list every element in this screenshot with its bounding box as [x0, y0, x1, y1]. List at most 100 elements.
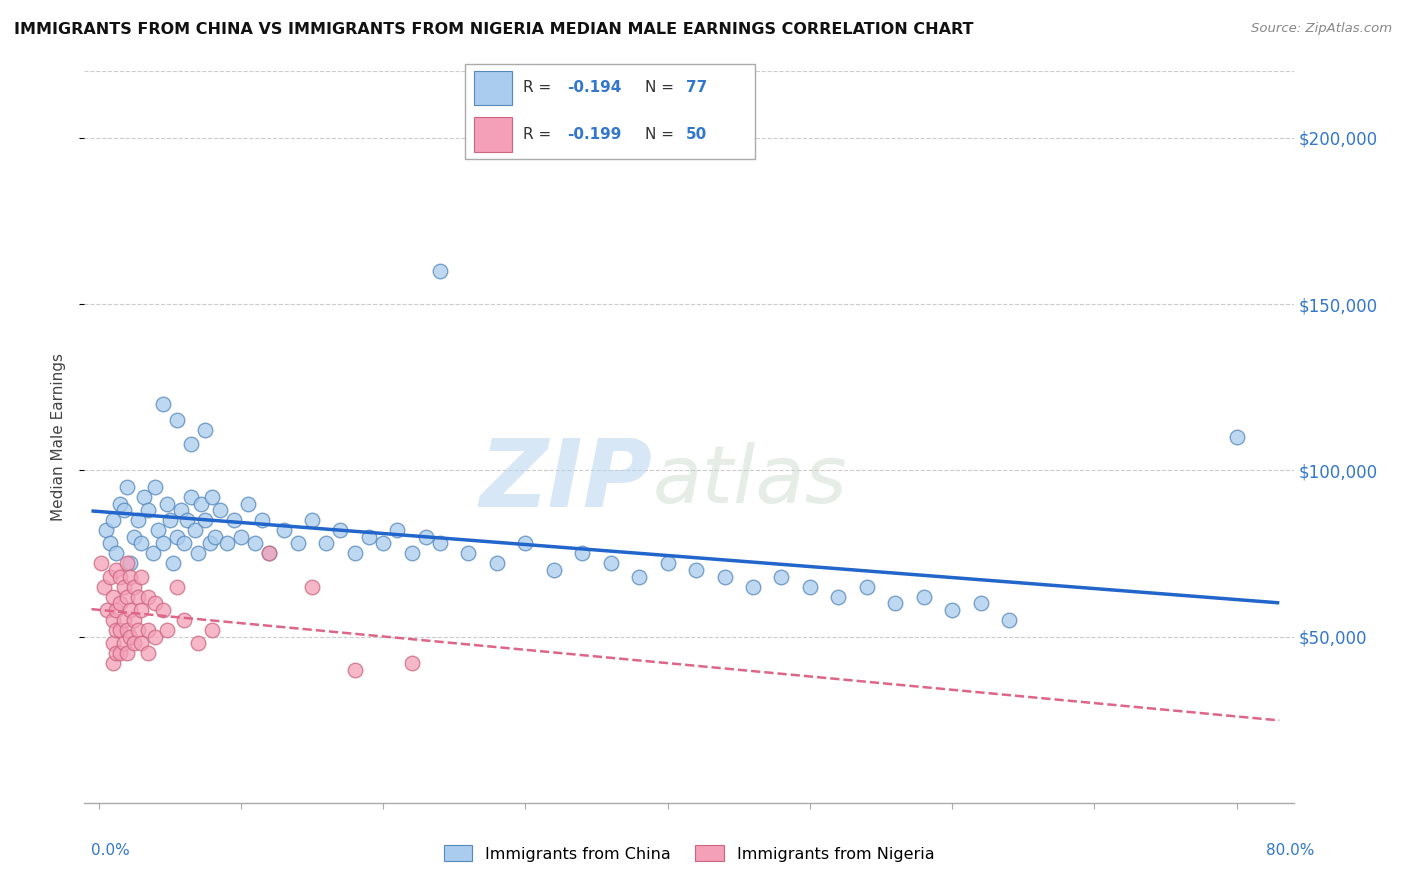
Point: [250, 513, 273, 527]
Point: [112, 503, 135, 517]
Point: [770, 570, 793, 584]
Point: [115, 557, 138, 571]
Point: [104, 646, 127, 660]
Point: [180, 490, 202, 504]
Point: [201, 623, 224, 637]
Point: [94, 523, 117, 537]
Point: [415, 530, 437, 544]
Point: [357, 530, 380, 544]
Point: [236, 497, 259, 511]
Point: [101, 636, 124, 650]
Point: [173, 536, 195, 550]
Point: [152, 536, 174, 550]
Point: [145, 630, 167, 644]
Point: [156, 497, 179, 511]
Text: 0.0%: 0.0%: [91, 843, 131, 858]
Point: [194, 424, 217, 438]
Point: [912, 590, 935, 604]
Point: [180, 436, 202, 450]
Point: [371, 536, 394, 550]
Point: [273, 523, 295, 537]
Point: [101, 513, 124, 527]
Point: [343, 546, 366, 560]
Point: [215, 536, 238, 550]
Point: [98, 570, 121, 584]
Point: [127, 623, 149, 637]
Legend: Immigrants from China, Immigrants from Nigeria: Immigrants from China, Immigrants from N…: [437, 838, 941, 868]
Point: [108, 497, 131, 511]
Point: [115, 623, 138, 637]
Point: [201, 490, 224, 504]
Point: [104, 563, 127, 577]
Point: [204, 530, 226, 544]
Point: [287, 536, 309, 550]
Point: [190, 497, 212, 511]
Point: [515, 536, 537, 550]
Point: [166, 530, 188, 544]
Point: [429, 264, 451, 278]
Point: [115, 646, 138, 660]
Point: [122, 613, 145, 627]
Point: [387, 523, 409, 537]
Text: atlas: atlas: [652, 442, 848, 520]
Point: [108, 570, 131, 584]
Point: [599, 557, 621, 571]
Point: [127, 590, 149, 604]
Point: [145, 596, 167, 610]
Point: [142, 546, 165, 560]
Point: [118, 603, 141, 617]
Point: [166, 413, 188, 427]
Point: [259, 546, 281, 560]
Point: [170, 503, 193, 517]
Point: [118, 557, 141, 571]
Text: Source: ZipAtlas.com: Source: ZipAtlas.com: [1251, 22, 1392, 36]
Text: IMMIGRANTS FROM CHINA VS IMMIGRANTS FROM NIGERIA MEDIAN MALE EARNINGS CORRELATIO: IMMIGRANTS FROM CHINA VS IMMIGRANTS FROM…: [14, 22, 973, 37]
Point: [184, 523, 207, 537]
Point: [685, 563, 707, 577]
Point: [1226, 430, 1249, 444]
Point: [229, 530, 252, 544]
Point: [118, 630, 141, 644]
Point: [145, 480, 167, 494]
Point: [259, 546, 281, 560]
Point: [108, 623, 131, 637]
Text: ZIP: ZIP: [479, 435, 652, 527]
Point: [93, 580, 115, 594]
Point: [194, 513, 217, 527]
Point: [166, 580, 188, 594]
Point: [173, 613, 195, 627]
Point: [628, 570, 651, 584]
Point: [401, 656, 423, 670]
Point: [855, 580, 877, 594]
Point: [122, 636, 145, 650]
Point: [243, 536, 266, 550]
Point: [162, 557, 184, 571]
Point: [108, 596, 131, 610]
Point: [827, 590, 849, 604]
Point: [138, 590, 160, 604]
Point: [138, 503, 160, 517]
Point: [98, 536, 121, 550]
Point: [127, 513, 149, 527]
Point: [329, 523, 352, 537]
Point: [457, 546, 479, 560]
Point: [222, 513, 245, 527]
Text: 80.0%: 80.0%: [1267, 843, 1315, 858]
Point: [543, 563, 565, 577]
Point: [998, 613, 1021, 627]
Point: [315, 536, 337, 550]
Point: [138, 646, 160, 660]
Point: [159, 513, 181, 527]
Y-axis label: Median Male Earnings: Median Male Earnings: [51, 353, 66, 521]
Point: [115, 480, 138, 494]
Point: [138, 623, 160, 637]
Point: [112, 613, 135, 627]
Point: [969, 596, 991, 610]
Point: [90, 557, 112, 571]
Point: [485, 557, 508, 571]
Point: [129, 536, 152, 550]
Point: [156, 623, 179, 637]
Point: [152, 603, 174, 617]
Point: [187, 546, 209, 560]
Point: [742, 580, 765, 594]
